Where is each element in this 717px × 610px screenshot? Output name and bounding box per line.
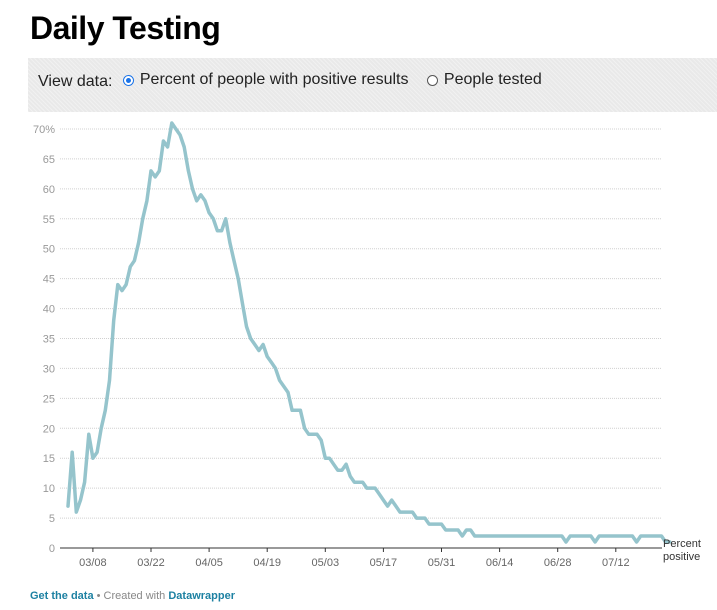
y-tick-label: 25 bbox=[43, 393, 55, 405]
y-tick-label: 0 bbox=[49, 543, 55, 555]
x-tick-label: 05/31 bbox=[428, 557, 456, 569]
y-tick-label: 35 bbox=[43, 334, 55, 346]
x-tick-label: 03/22 bbox=[137, 557, 165, 569]
view-data-label: View data: bbox=[38, 72, 113, 90]
footer-credit: • Created with bbox=[93, 590, 169, 602]
radio-people-tested-label: People tested bbox=[443, 71, 542, 88]
y-tick-label: 55 bbox=[43, 214, 55, 226]
view-data-controls: View data: Percent of people with positi… bbox=[28, 58, 717, 112]
x-tick-label: 04/05 bbox=[195, 557, 223, 569]
series-line-percent-positive bbox=[66, 121, 672, 544]
radio-unchecked-icon[interactable] bbox=[426, 74, 438, 86]
radio-checked-icon[interactable] bbox=[122, 74, 134, 86]
radio-people-tested[interactable]: People tested bbox=[426, 71, 542, 89]
series-label: Percent bbox=[663, 538, 701, 550]
y-tick-label: 5 bbox=[49, 513, 55, 525]
get-the-data-link[interactable]: Get the data bbox=[30, 590, 94, 602]
y-tick-label: 70% bbox=[33, 124, 55, 136]
page-title: Daily Testing bbox=[30, 10, 221, 46]
radio-percent-positive-label: Percent of people with positive results bbox=[139, 71, 409, 88]
x-tick-label: 07/12 bbox=[602, 557, 630, 569]
y-tick-label: 15 bbox=[43, 453, 55, 465]
y-tick-label: 10 bbox=[43, 483, 55, 495]
x-tick-label: 06/28 bbox=[544, 557, 572, 569]
x-tick-label: 03/08 bbox=[79, 557, 107, 569]
footer: Get the data • Created with Datawrapper bbox=[30, 590, 235, 602]
y-tick-label: 60 bbox=[43, 184, 55, 196]
y-tick-label: 20 bbox=[43, 423, 55, 435]
y-tick-label: 45 bbox=[43, 274, 55, 286]
x-tick-label: 05/17 bbox=[370, 557, 398, 569]
radio-percent-positive[interactable]: Percent of people with positive results bbox=[122, 71, 409, 89]
series-label: positive bbox=[663, 551, 700, 563]
x-tick-label: 04/19 bbox=[253, 557, 281, 569]
y-tick-label: 50 bbox=[43, 244, 55, 256]
datawrapper-link[interactable]: Datawrapper bbox=[168, 590, 235, 602]
y-tick-label: 30 bbox=[43, 363, 55, 375]
y-tick-label: 65 bbox=[43, 154, 55, 166]
x-tick-label: 05/03 bbox=[312, 557, 340, 569]
line-chart: 0 5 10 15 20 25 30 35 40 45 50 55 60 65 70% 03/08 03/22 0… bbox=[33, 121, 701, 569]
x-tick-label: 06/14 bbox=[486, 557, 514, 569]
y-tick-label: 40 bbox=[43, 304, 55, 316]
